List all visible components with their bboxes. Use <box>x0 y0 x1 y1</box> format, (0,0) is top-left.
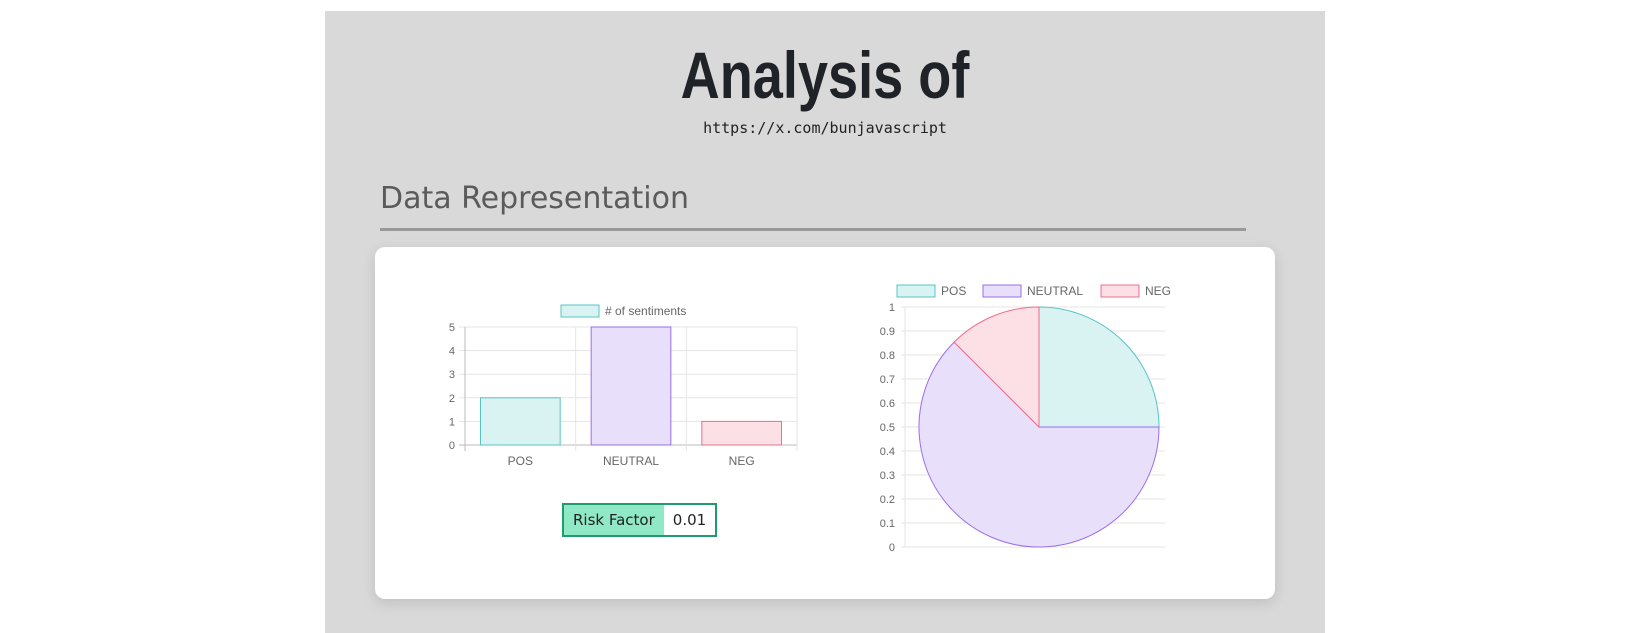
y-tick-label: 0 <box>889 542 895 554</box>
bar-chart: # of sentiments 0 1 2 3 4 5 POS NEUTRAL NEG <box>449 304 798 468</box>
y-tick-label: 1 <box>449 416 455 428</box>
bar-legend: # of sentiments <box>560 304 686 318</box>
x-tick-label: POS <box>508 454 533 468</box>
legend-label: NEUTRAL <box>1027 284 1083 298</box>
y-tick-label: 5 <box>449 322 455 334</box>
y-tick-label: 0 <box>449 440 455 452</box>
y-tick-label: 3 <box>449 369 455 381</box>
legend-label: POS <box>941 284 966 298</box>
legend-swatch-pos <box>896 284 936 298</box>
bar-neutral <box>590 326 672 446</box>
legend-label: NEG <box>1145 284 1171 298</box>
analyzed-url: https://x.com/bunjavascript <box>703 119 947 137</box>
section-divider <box>380 228 1246 231</box>
charts-card: # of sentiments 0 1 2 3 4 5 POS NEUTRAL NEG Risk … <box>375 247 1275 599</box>
pie-slice-pos <box>1038 306 1160 428</box>
x-tick-label: NEG <box>729 454 755 468</box>
page-title: Analysis of <box>680 38 970 112</box>
y-tick-label: 4 <box>449 346 455 358</box>
y-tick-label: 0.2 <box>880 494 895 506</box>
y-tick-label: 0.6 <box>880 398 895 410</box>
legend-swatch-neutral <box>982 284 1022 298</box>
y-tick-label: 0.8 <box>880 350 895 362</box>
x-tick-label: NEUTRAL <box>603 454 659 468</box>
y-tick-label: 0.3 <box>880 470 895 482</box>
y-tick-label: 0.7 <box>880 374 895 386</box>
risk-factor-value: 0.01 <box>663 505 716 535</box>
legend-swatch <box>560 304 600 318</box>
bar-pos <box>479 397 561 446</box>
risk-factor-box: Risk Factor 0.01 <box>562 503 718 537</box>
pie-legend: POS NEUTRAL NEG <box>896 284 1171 298</box>
y-tick-label: 0.9 <box>880 326 895 338</box>
legend-swatch-neg <box>1100 284 1140 298</box>
bar-neg <box>701 420 783 446</box>
pie-slice-neutral <box>918 341 1160 548</box>
y-tick-label: 2 <box>449 393 455 405</box>
page-panel: Analysis of https://x.com/bunjavascript … <box>325 11 1325 633</box>
y-tick-label: 1 <box>889 302 895 314</box>
y-tick-label: 0.5 <box>880 422 895 434</box>
pie-slice-neg <box>953 306 1040 429</box>
risk-factor-label: Risk Factor <box>564 505 664 535</box>
y-tick-label: 0.1 <box>880 518 895 530</box>
pie-chart: POS NEUTRAL NEG 0 0.1 0.2 0.3 0.4 0.5 0.6 0.7 0.8 0.… <box>880 284 1171 554</box>
y-tick-label: 0.4 <box>880 446 895 458</box>
legend-label: # of sentiments <box>605 304 686 318</box>
section-heading: Data Representation <box>380 181 690 216</box>
